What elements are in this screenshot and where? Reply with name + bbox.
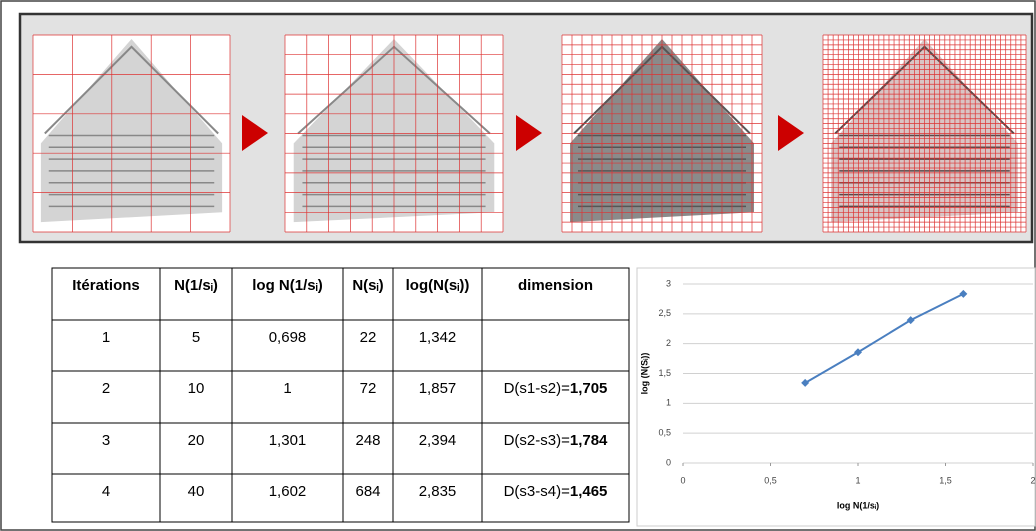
x-axis-label: log N(1/sᵢ) — [837, 500, 879, 510]
chart-frame — [637, 268, 1035, 526]
table-cell: 72 — [360, 380, 377, 397]
table-cell: D(s1-s2)=1,705 — [504, 380, 608, 397]
y-tick-label: 1,5 — [658, 368, 671, 378]
y-axis-label: log (N(Sᵢ)) — [639, 353, 649, 395]
table-cell: log N(1/sᵢ) — [252, 277, 322, 294]
table-cell: N(1/sᵢ) — [174, 277, 218, 294]
table-cell: dimension — [518, 277, 593, 294]
table-cell: 20 — [188, 432, 205, 449]
table-cell: 0,698 — [269, 329, 307, 346]
y-tick-label: 0 — [666, 457, 671, 467]
table-cell: 248 — [355, 432, 380, 449]
table-cell: D(s2-s3)=1,784 — [504, 432, 608, 449]
table-cell: Itérations — [72, 277, 140, 294]
table-cell: 10 — [188, 380, 205, 397]
table-cell: 2,394 — [419, 432, 457, 449]
x-tick-label: 1,5 — [939, 475, 952, 485]
y-tick-label: 3 — [666, 278, 671, 288]
table-cell: 2 — [102, 380, 110, 397]
x-tick-label: 2 — [1030, 475, 1035, 485]
figure-canvas: Itérations N(1/sᵢ) log N(1/sᵢ) N(sᵢ) log(N(s… — [0, 0, 1036, 531]
dimension-label: D(s3-s4)= — [504, 483, 571, 500]
table-cell: D(s3-s4)=1,465 — [504, 483, 608, 500]
table-cell: 3 — [102, 432, 110, 449]
y-tick-label: 0,5 — [658, 428, 671, 438]
table-cell: N(sᵢ) — [352, 277, 383, 294]
table-cell: 22 — [360, 329, 377, 346]
table-cell: 1 — [283, 380, 291, 397]
table-cell: 4 — [102, 483, 110, 500]
x-tick-label: 0,5 — [764, 475, 777, 485]
table-cell: 1,301 — [269, 432, 307, 449]
dimension-value: 1,784 — [570, 432, 608, 449]
x-tick-label: 1 — [855, 475, 860, 485]
table-cell: 1,342 — [419, 329, 457, 346]
table-cell: 684 — [355, 483, 380, 500]
dimension-label: D(s2-s3)= — [504, 432, 571, 449]
y-tick-label: 1 — [666, 398, 671, 408]
figure: Itérations N(1/sᵢ) log N(1/sᵢ) N(sᵢ) log(N(s… — [0, 0, 1036, 531]
dimension-value: 1,465 — [570, 483, 608, 500]
dimension-value: 1,705 — [570, 380, 608, 397]
table-cell: 2,835 — [419, 483, 457, 500]
table-cell: 1 — [102, 329, 110, 346]
table-cell: log(N(sᵢ)) — [406, 277, 470, 294]
x-tick-label: 0 — [680, 475, 685, 485]
table-cell: 40 — [188, 483, 205, 500]
table-cell: 5 — [192, 329, 200, 346]
y-tick-label: 2 — [666, 338, 671, 348]
table-cell: 1,857 — [419, 380, 457, 397]
table-cell: 1,602 — [269, 483, 307, 500]
y-tick-label: 2,5 — [658, 308, 671, 318]
dimension-label: D(s1-s2)= — [504, 380, 571, 397]
